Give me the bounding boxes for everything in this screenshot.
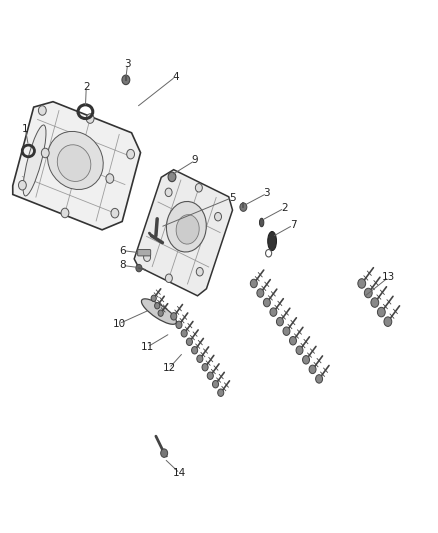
- Circle shape: [155, 303, 160, 309]
- Circle shape: [202, 364, 208, 371]
- Text: 2: 2: [83, 82, 89, 92]
- Ellipse shape: [268, 231, 276, 251]
- Ellipse shape: [57, 145, 91, 181]
- Circle shape: [257, 289, 264, 297]
- Circle shape: [316, 375, 322, 383]
- Circle shape: [263, 298, 270, 307]
- Text: 4: 4: [172, 71, 179, 82]
- Circle shape: [144, 253, 151, 262]
- Circle shape: [136, 264, 142, 272]
- Circle shape: [309, 365, 316, 374]
- Text: 3: 3: [264, 188, 270, 198]
- Circle shape: [122, 75, 130, 85]
- Circle shape: [161, 449, 168, 457]
- Ellipse shape: [47, 132, 103, 190]
- Circle shape: [218, 389, 224, 397]
- Ellipse shape: [259, 218, 264, 227]
- Text: 12: 12: [162, 364, 176, 373]
- Circle shape: [86, 114, 94, 123]
- Circle shape: [39, 106, 46, 115]
- Circle shape: [18, 181, 26, 190]
- Circle shape: [296, 346, 303, 354]
- Circle shape: [111, 208, 119, 218]
- Circle shape: [171, 313, 177, 320]
- Ellipse shape: [23, 125, 46, 196]
- Text: 13: 13: [382, 272, 396, 282]
- Circle shape: [106, 174, 114, 183]
- FancyBboxPatch shape: [138, 249, 151, 256]
- Text: 11: 11: [141, 342, 154, 352]
- Circle shape: [358, 279, 366, 288]
- Circle shape: [41, 148, 49, 158]
- Circle shape: [378, 308, 385, 317]
- Polygon shape: [13, 102, 141, 230]
- Circle shape: [276, 317, 283, 326]
- Text: 9: 9: [192, 156, 198, 165]
- Text: 1: 1: [22, 124, 28, 134]
- Circle shape: [270, 308, 277, 317]
- Circle shape: [207, 372, 213, 379]
- Ellipse shape: [141, 299, 177, 324]
- Circle shape: [166, 274, 172, 282]
- Text: 14: 14: [173, 469, 187, 478]
- Text: 5: 5: [229, 192, 235, 203]
- Circle shape: [168, 172, 176, 182]
- Text: 6: 6: [119, 246, 126, 256]
- Text: 2: 2: [281, 203, 288, 213]
- Circle shape: [195, 183, 202, 192]
- Ellipse shape: [176, 215, 199, 244]
- Text: 3: 3: [124, 59, 131, 69]
- Circle shape: [303, 356, 310, 364]
- Circle shape: [61, 208, 69, 217]
- Circle shape: [181, 329, 187, 337]
- Circle shape: [240, 203, 247, 212]
- Circle shape: [158, 310, 163, 317]
- Circle shape: [165, 188, 172, 197]
- Circle shape: [151, 295, 156, 302]
- Circle shape: [196, 268, 203, 276]
- Circle shape: [197, 355, 203, 362]
- Circle shape: [212, 381, 219, 388]
- Circle shape: [384, 317, 392, 326]
- Text: 8: 8: [119, 261, 126, 270]
- Circle shape: [215, 213, 222, 221]
- Circle shape: [186, 338, 192, 345]
- Circle shape: [176, 321, 182, 328]
- Circle shape: [127, 149, 134, 159]
- Circle shape: [251, 279, 257, 288]
- Circle shape: [290, 336, 297, 345]
- Text: 7: 7: [290, 220, 296, 230]
- Circle shape: [283, 327, 290, 335]
- Circle shape: [371, 298, 379, 308]
- Text: 10: 10: [112, 319, 125, 329]
- Circle shape: [364, 288, 372, 298]
- Ellipse shape: [166, 201, 206, 252]
- Polygon shape: [134, 169, 233, 296]
- Circle shape: [191, 346, 198, 354]
